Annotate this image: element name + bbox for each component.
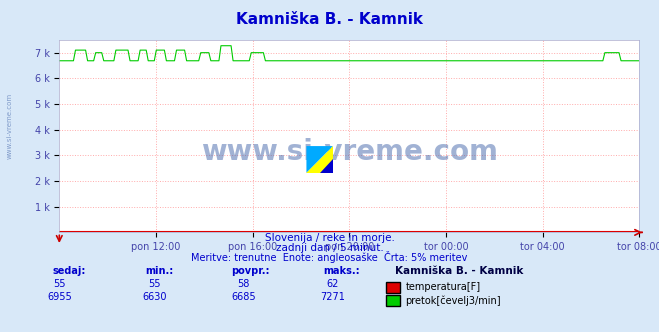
Text: 58: 58 [238, 279, 250, 289]
Text: Slovenija / reke in morje.: Slovenija / reke in morje. [264, 233, 395, 243]
Text: sedaj:: sedaj: [53, 266, 86, 276]
Text: 7271: 7271 [320, 292, 345, 302]
Text: 6955: 6955 [47, 292, 72, 302]
Text: min.:: min.: [145, 266, 173, 276]
Text: povpr.:: povpr.: [231, 266, 269, 276]
Text: www.si-vreme.com: www.si-vreme.com [201, 137, 498, 166]
Text: Kamniška B. - Kamnik: Kamniška B. - Kamnik [236, 12, 423, 27]
Text: zadnji dan / 5 minut.: zadnji dan / 5 minut. [275, 243, 384, 253]
Text: 62: 62 [327, 279, 339, 289]
Text: 55: 55 [149, 279, 161, 289]
Text: pretok[čevelj3/min]: pretok[čevelj3/min] [405, 295, 501, 306]
Text: 6630: 6630 [142, 292, 167, 302]
Polygon shape [306, 146, 333, 173]
Text: Meritve: trenutne  Enote: angleosaške  Črta: 5% meritev: Meritve: trenutne Enote: angleosaške Črt… [191, 251, 468, 263]
Polygon shape [306, 146, 333, 173]
Text: www.si-vreme.com: www.si-vreme.com [7, 93, 13, 159]
Text: Kamniška B. - Kamnik: Kamniška B. - Kamnik [395, 266, 524, 276]
Polygon shape [320, 159, 333, 173]
Text: 55: 55 [53, 279, 65, 289]
Text: maks.:: maks.: [323, 266, 360, 276]
Text: 6685: 6685 [231, 292, 256, 302]
Text: temperatura[F]: temperatura[F] [405, 282, 480, 292]
